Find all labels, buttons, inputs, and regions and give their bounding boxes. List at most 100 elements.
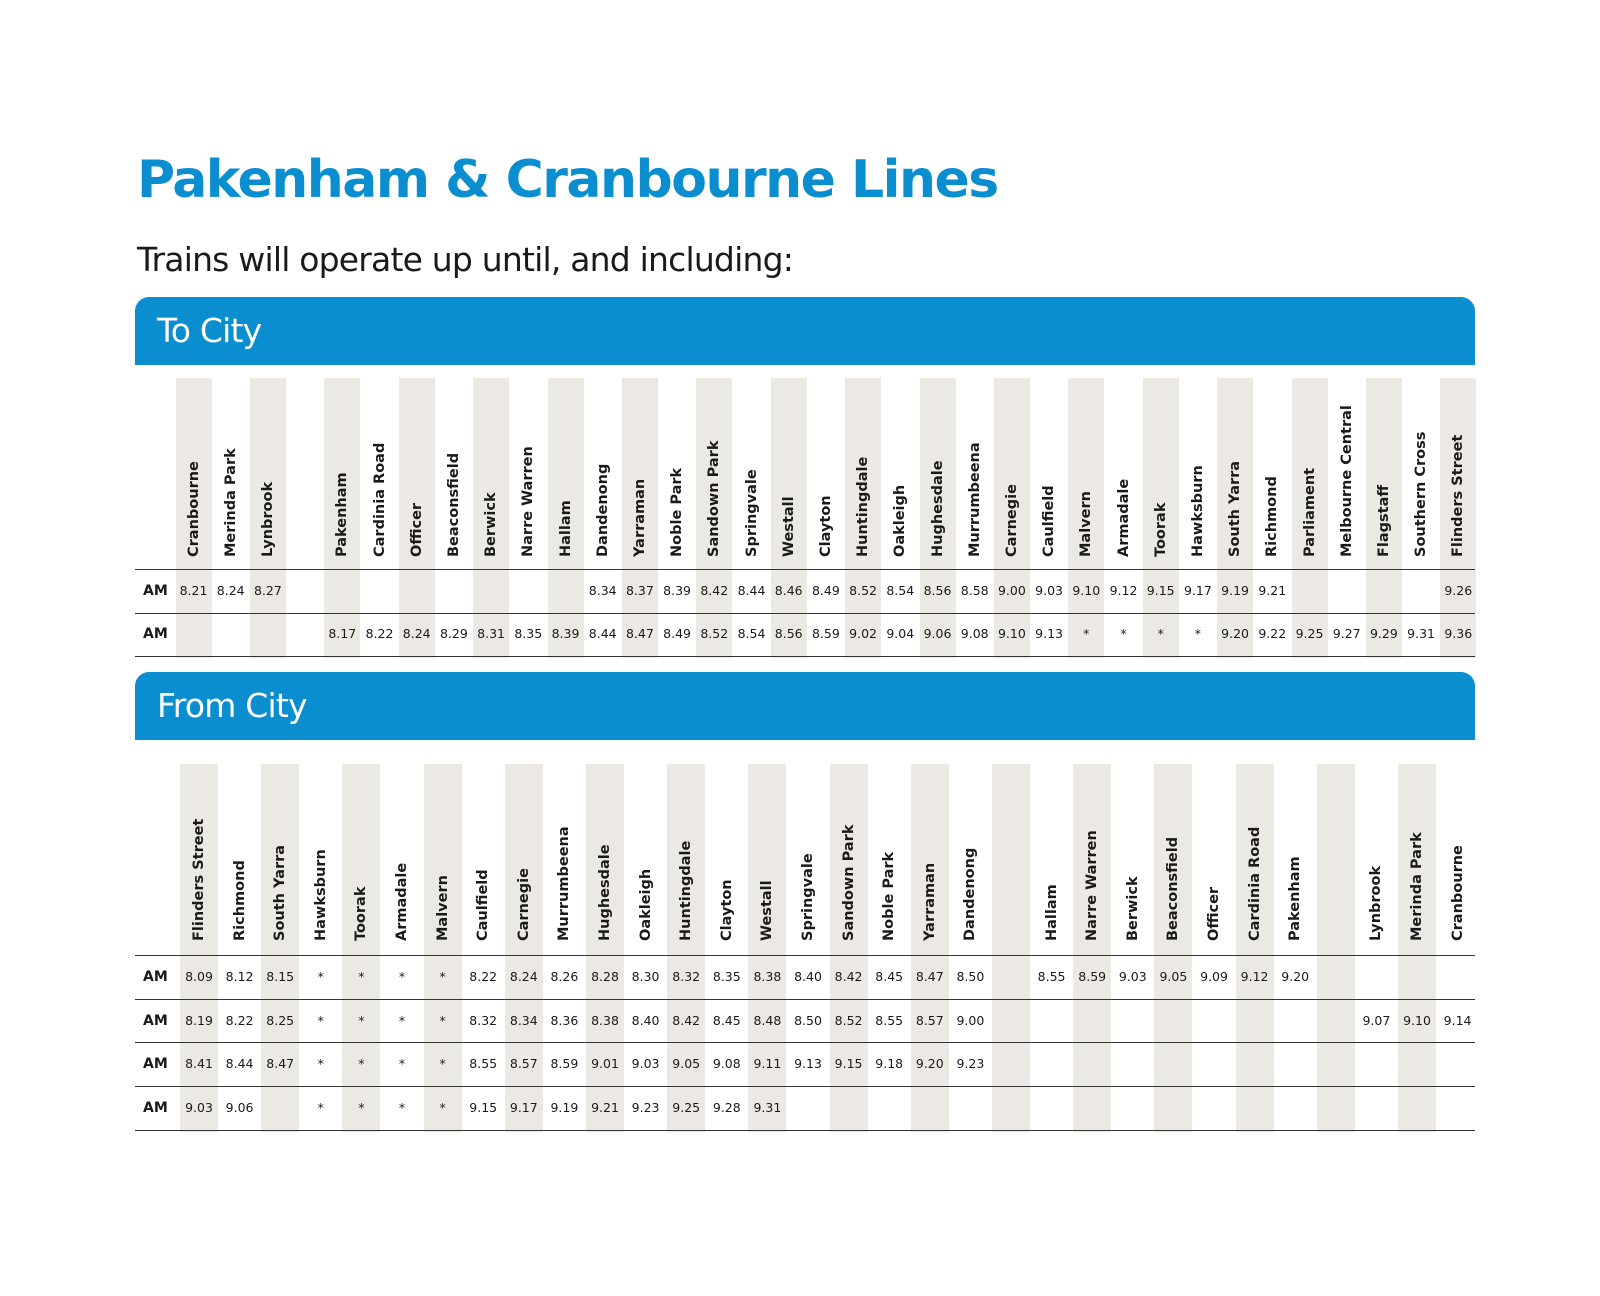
to_city-time-cell: 8.39 bbox=[551, 626, 580, 642]
to_city-time-cell: 8.52 bbox=[849, 582, 878, 598]
to_city-station-header: Murrumbeena bbox=[966, 442, 983, 557]
from_city-station-header: Yarraman bbox=[921, 862, 938, 941]
from_city-station-header: Flinders Street bbox=[191, 818, 207, 941]
from_city-time-cell: 8.32 bbox=[469, 1012, 498, 1028]
to_city-time-cell: 8.59 bbox=[811, 626, 840, 642]
to_city-time-cell: 8.27 bbox=[253, 582, 282, 598]
from_city-time-cell: 9.03 bbox=[185, 1099, 213, 1115]
from_city-time-cell: * bbox=[317, 1012, 324, 1028]
to_city-row-period: AM bbox=[143, 626, 168, 643]
from_city-station-header: Huntingdale bbox=[678, 840, 695, 941]
to_city-time-cell: 8.54 bbox=[886, 582, 915, 598]
from_city-station-header: Caulfield bbox=[475, 869, 492, 941]
from_city-time-cell: 8.19 bbox=[185, 1012, 213, 1028]
from_city-time-cell: 9.20 bbox=[915, 1056, 944, 1072]
from_city-time-cell: 9.17 bbox=[509, 1099, 538, 1115]
from_city-time-cell: * bbox=[439, 1099, 446, 1115]
from_city-time-cell: 9.19 bbox=[550, 1099, 579, 1115]
from_city-column-shade bbox=[1398, 764, 1436, 1132]
to_city-station-header: Merinda Park bbox=[222, 448, 239, 557]
to_city-time-cell: 8.21 bbox=[179, 582, 208, 598]
from_city-time-cell: 8.24 bbox=[509, 968, 538, 984]
to_city-station-header: Beaconsfield bbox=[445, 452, 462, 557]
to_city-column-shade bbox=[324, 378, 361, 658]
to_city-station-header: Toorak bbox=[1152, 502, 1169, 557]
to_city-column-shade bbox=[1068, 378, 1105, 658]
from_city-column-shade bbox=[423, 764, 462, 1132]
to_city-time-cell: 9.06 bbox=[923, 626, 952, 642]
from_city-column-shade bbox=[748, 764, 787, 1132]
to_city-station-header: Melbourne Central bbox=[1338, 405, 1355, 557]
to_city-column-shade bbox=[993, 378, 1030, 658]
from_city-time-cell: 8.42 bbox=[834, 968, 863, 984]
to_city-station-header: Hughesdale bbox=[929, 460, 946, 557]
from_city-row-rule bbox=[135, 1086, 1475, 1088]
from_city-time-cell: 8.57 bbox=[915, 1012, 944, 1028]
from_city-time-cell: 8.09 bbox=[185, 968, 213, 984]
from_city-time-cell: 8.22 bbox=[225, 1012, 254, 1028]
from_city-time-cell: * bbox=[439, 1056, 446, 1072]
from_city-row-rule bbox=[135, 998, 1475, 1000]
to_city-time-cell: 9.36 bbox=[1444, 626, 1473, 642]
to_city-column-shade bbox=[845, 378, 882, 658]
from_city-time-cell: * bbox=[398, 1056, 406, 1072]
from_city-time-cell: 8.50 bbox=[794, 1012, 822, 1028]
from_city-station-header: Oakleigh bbox=[637, 868, 654, 941]
to_city-column-shade bbox=[919, 378, 956, 658]
from_city-time-cell: 8.55 bbox=[875, 1012, 904, 1028]
to_city-station-header: Springvale bbox=[743, 469, 760, 557]
from_city-time-cell: 9.23 bbox=[631, 1099, 660, 1115]
from_city-time-cell: 8.40 bbox=[631, 1012, 660, 1028]
from_city-time-cell: 8.35 bbox=[712, 968, 741, 984]
from_city-time-cell: 9.09 bbox=[1200, 968, 1228, 984]
to_city-station-header: Huntingdale bbox=[855, 456, 872, 557]
to_city-station-header: Southern Cross bbox=[1413, 431, 1430, 557]
from_city-station-header: Toorak bbox=[353, 886, 370, 941]
from_city-time-cell: 8.32 bbox=[672, 968, 701, 984]
to_city-time-cell: 9.04 bbox=[886, 626, 915, 642]
to_city-time-cell: 8.35 bbox=[514, 626, 543, 642]
to_city-column-shade bbox=[249, 378, 286, 658]
to_city-time-cell: 9.19 bbox=[1221, 582, 1250, 598]
to_city-station-header: Cardinia Road bbox=[371, 442, 388, 557]
to_city-station-header: Hawksburn bbox=[1189, 465, 1206, 557]
from_city-column-shade bbox=[667, 764, 706, 1132]
from_city-time-cell: 9.15 bbox=[469, 1099, 498, 1115]
from_city-time-cell: 9.06 bbox=[225, 1099, 254, 1115]
to_city-row-period: AM bbox=[143, 582, 168, 599]
to_city-station-header: Armadale bbox=[1115, 478, 1132, 557]
to_city-time-cell: 9.08 bbox=[960, 626, 989, 642]
from_city-time-cell: 8.55 bbox=[1037, 968, 1066, 984]
from_city-station-header: Carnegie bbox=[515, 868, 532, 941]
from_city-time-cell: * bbox=[439, 968, 446, 984]
from_city-time-cell: 9.15 bbox=[834, 1056, 863, 1072]
to_city-time-cell: 9.22 bbox=[1258, 626, 1287, 642]
from_city-time-cell: 8.45 bbox=[712, 1012, 741, 1028]
to_city-column-shade bbox=[473, 378, 510, 658]
from_city-column-shade bbox=[1316, 764, 1355, 1132]
to_city-station-header: South Yarra bbox=[1227, 460, 1244, 557]
from_city-station-header: Hughesdale bbox=[597, 844, 613, 941]
from_city-time-cell: 9.00 bbox=[956, 1012, 985, 1028]
from_city-time-cell: 8.44 bbox=[225, 1056, 254, 1072]
from_city-time-cell: 8.12 bbox=[225, 968, 254, 984]
page-title: Pakenham & Cranbourne Lines bbox=[137, 150, 999, 210]
from_city-station-header: Pakenham bbox=[1287, 856, 1304, 941]
to_city-station-header: Westall bbox=[780, 496, 797, 557]
from_city-row-rule bbox=[135, 1129, 1475, 1131]
to_city-time-cell: 9.10 bbox=[1072, 582, 1101, 598]
from_city-time-cell: * bbox=[358, 1012, 365, 1028]
to_city-station-header: Lynbrook bbox=[259, 481, 276, 557]
to_city-column-shade bbox=[696, 378, 733, 658]
to_city-station-header: Carnegie bbox=[1003, 484, 1020, 557]
to_city-column-shade bbox=[547, 378, 584, 658]
from_city-station-header: Westall bbox=[759, 880, 776, 941]
from_city-time-cell: * bbox=[358, 968, 365, 984]
to_city-row-rule bbox=[135, 612, 1475, 614]
to_city-column-shade bbox=[398, 378, 435, 658]
to_city-station-header: Clayton bbox=[817, 495, 834, 557]
from_city-station-header: Armadale bbox=[394, 862, 410, 941]
to_city-station-header: Oakleigh bbox=[892, 484, 909, 557]
to_city-station-header: Narre Warren bbox=[520, 446, 537, 557]
to_city-time-cell: 9.31 bbox=[1407, 626, 1436, 642]
